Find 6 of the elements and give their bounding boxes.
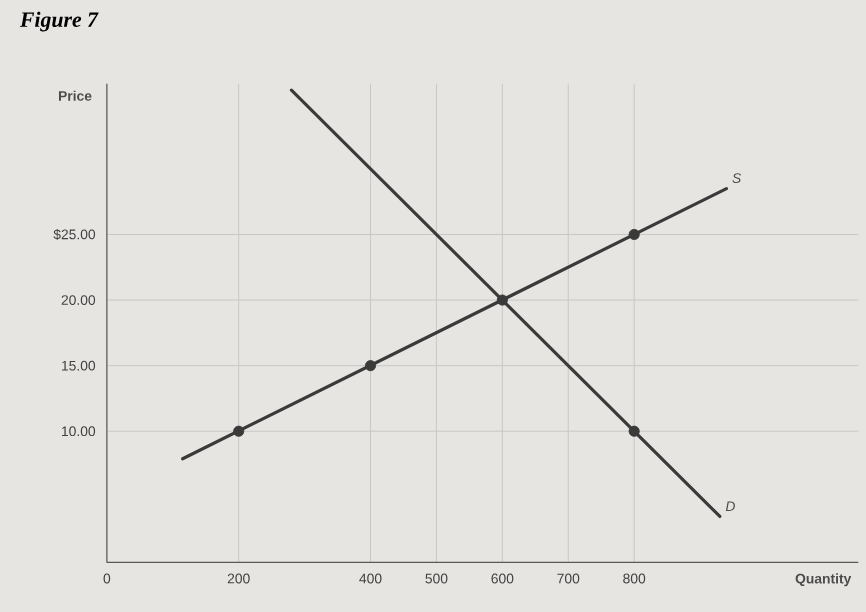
chart-title: Figure 7 bbox=[19, 11, 99, 32]
point bbox=[496, 294, 508, 306]
point bbox=[233, 425, 245, 437]
point bbox=[364, 360, 377, 372]
point bbox=[628, 425, 640, 437]
point bbox=[628, 228, 640, 241]
